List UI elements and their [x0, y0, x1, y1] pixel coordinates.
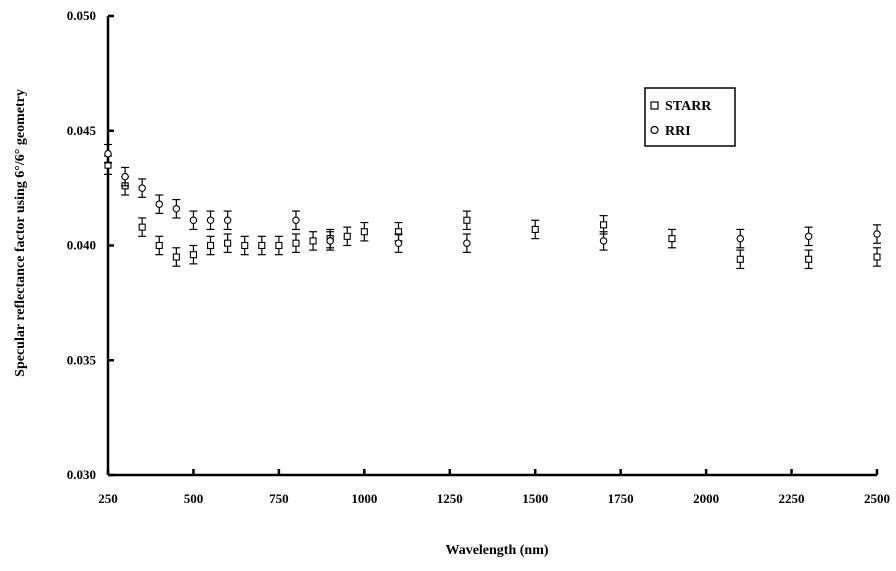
starr-point	[138, 223, 146, 231]
x-tick-label: 1500	[522, 491, 548, 506]
y-tick-label: 0.035	[67, 352, 97, 367]
starr-point	[241, 241, 249, 250]
legend: STARR RRI	[644, 87, 736, 147]
legend-label-rri: RRI	[665, 124, 691, 139]
starr-point	[309, 237, 317, 245]
rri-point	[189, 216, 198, 225]
series-rri	[104, 143, 881, 253]
legend-circle-marker	[650, 125, 659, 135]
rri-point	[121, 172, 129, 181]
starr-point	[531, 225, 539, 233]
legend-label-starr: STARR	[665, 99, 712, 114]
starr-point	[873, 253, 881, 261]
y-axis-title: Specular reflectance factor using 6°/6° …	[13, 89, 28, 377]
starr-point	[155, 241, 163, 250]
starr-point	[292, 239, 300, 247]
rri-point	[138, 184, 146, 192]
y-tick-label: 0.030	[67, 467, 96, 482]
rri-point	[599, 237, 608, 245]
starr-point	[736, 255, 744, 263]
rri-point	[873, 230, 881, 238]
rri-point	[463, 239, 471, 247]
axes	[106, 16, 877, 477]
rri-point	[172, 205, 181, 213]
series-starr	[104, 155, 881, 270]
x-axis-title: Wavelength (nm)	[445, 543, 548, 558]
x-ticks: 250 500 750 1000 1250 1500 1750 2000 2250 2500	[98, 469, 890, 506]
y-tick-label: 0.045	[67, 123, 97, 138]
starr-point	[172, 253, 180, 261]
rri-point	[223, 216, 232, 225]
starr-point	[463, 216, 471, 224]
starr-point	[189, 251, 197, 259]
rri-point	[394, 239, 403, 247]
y-ticks: 0.030 0.035 0.040 0.045 0.050	[67, 8, 114, 482]
starr-point	[600, 221, 608, 229]
starr-point	[224, 239, 232, 247]
starr-point	[206, 241, 215, 250]
rri-point	[206, 216, 215, 225]
legend-box	[644, 87, 736, 147]
rri-point	[736, 234, 745, 243]
rri-point	[104, 149, 112, 158]
rri-point	[292, 216, 300, 225]
x-tick-label: 1250	[437, 491, 463, 506]
y-tick-label: 0.040	[67, 238, 96, 253]
starr-point	[275, 241, 283, 250]
starr-point	[258, 241, 266, 250]
rri-point	[155, 200, 164, 208]
x-tick-label: 2000	[693, 491, 719, 506]
starr-point	[343, 232, 351, 240]
x-tick-label: 1750	[608, 491, 634, 506]
x-tick-label: 500	[184, 491, 204, 506]
starr-point	[360, 228, 368, 236]
x-tick-label: 2250	[779, 491, 805, 506]
rri-point	[326, 237, 334, 245]
rri-point	[804, 232, 813, 241]
starr-point	[805, 255, 813, 263]
y-tick-label: 0.050	[67, 8, 96, 23]
series-layer	[104, 143, 881, 270]
starr-point	[668, 235, 676, 243]
x-tick-label: 2500	[864, 491, 890, 506]
legend-square-marker	[650, 101, 659, 110]
x-tick-label: 250	[98, 491, 118, 506]
x-tick-label: 750	[269, 491, 289, 506]
x-tick-label: 1000	[351, 491, 377, 506]
